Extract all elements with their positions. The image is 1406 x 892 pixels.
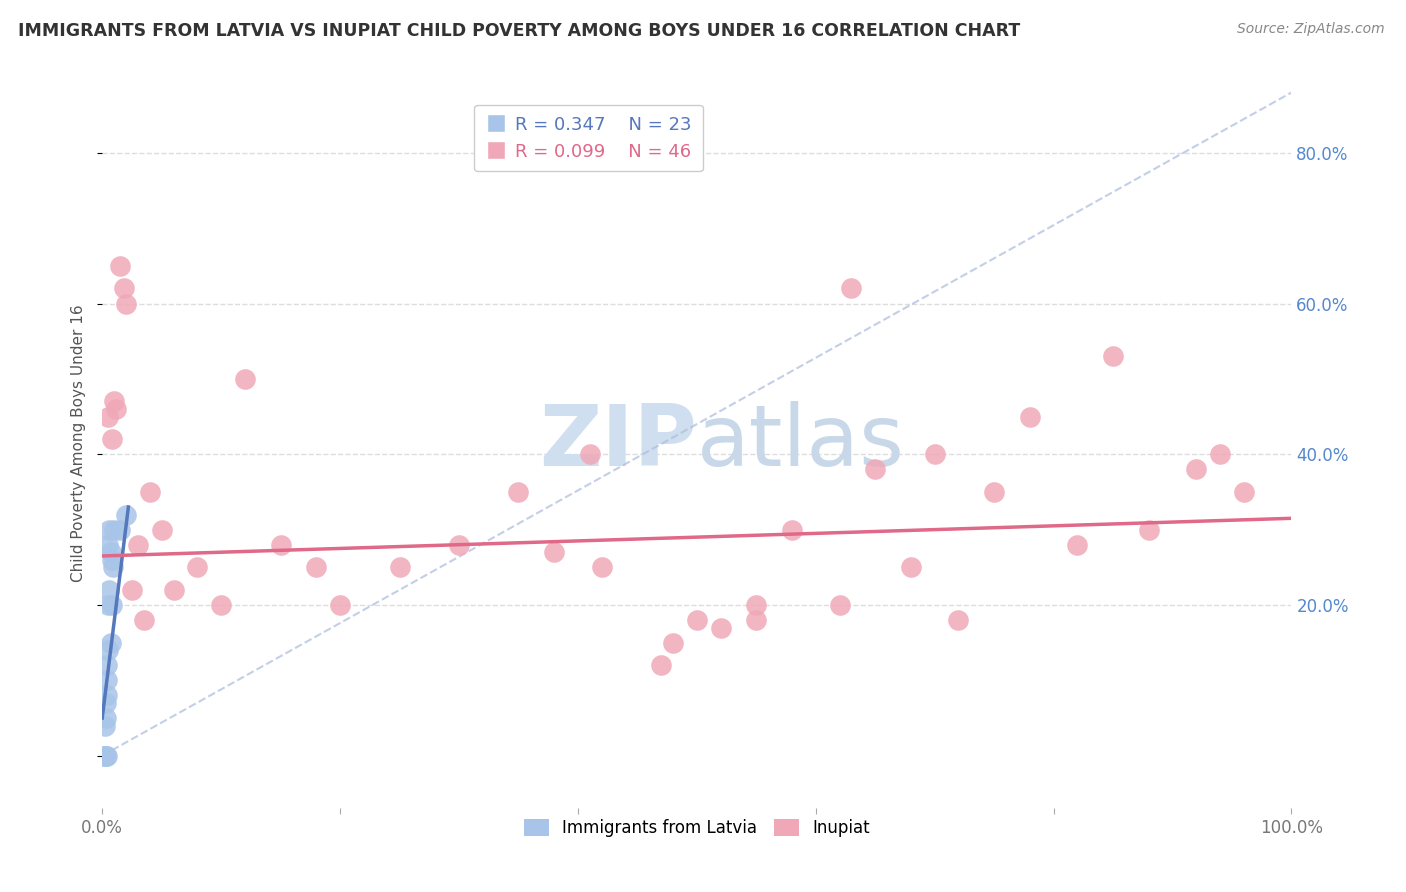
Point <box>1185 462 1208 476</box>
Point <box>100 553 122 567</box>
Point <box>780 523 803 537</box>
Point <box>388 560 411 574</box>
Point <box>100 432 122 446</box>
Point <box>93 748 115 763</box>
Point <box>112 281 135 295</box>
Point <box>93 748 115 763</box>
Point <box>650 658 672 673</box>
Point <box>108 523 131 537</box>
Point <box>543 545 565 559</box>
Point <box>828 598 851 612</box>
Point <box>108 259 131 273</box>
Point <box>305 560 328 574</box>
Point <box>94 711 117 725</box>
Text: Source: ZipAtlas.com: Source: ZipAtlas.com <box>1237 22 1385 37</box>
Point <box>662 635 685 649</box>
Point <box>591 560 613 574</box>
Point <box>127 538 149 552</box>
Point <box>115 296 138 310</box>
Point <box>121 582 143 597</box>
Point <box>1102 349 1125 363</box>
Point <box>96 673 118 688</box>
Point <box>100 598 122 612</box>
Point <box>139 484 162 499</box>
Text: IMMIGRANTS FROM LATVIA VS INUPIAT CHILD POVERTY AMONG BOYS UNDER 16 CORRELATION : IMMIGRANTS FROM LATVIA VS INUPIAT CHILD … <box>18 22 1021 40</box>
Point <box>96 658 118 673</box>
Point <box>132 613 155 627</box>
Point <box>97 409 120 424</box>
Point <box>270 538 292 552</box>
Point <box>103 394 125 409</box>
Point <box>105 402 128 417</box>
Point <box>924 447 946 461</box>
Point <box>96 748 118 763</box>
Point <box>841 281 863 295</box>
Point <box>100 545 122 559</box>
Point <box>186 560 208 574</box>
Point <box>578 447 600 461</box>
Point <box>98 523 121 537</box>
Point <box>233 372 256 386</box>
Text: ZIP: ZIP <box>538 401 697 484</box>
Point <box>100 635 122 649</box>
Y-axis label: Child Poverty Among Boys Under 16: Child Poverty Among Boys Under 16 <box>72 304 86 582</box>
Point <box>93 718 115 732</box>
Point <box>94 696 117 710</box>
Point <box>98 582 121 597</box>
Text: atlas: atlas <box>697 401 905 484</box>
Point <box>101 560 124 574</box>
Point <box>97 643 120 657</box>
Point <box>1066 538 1088 552</box>
Point <box>508 484 530 499</box>
Point <box>900 560 922 574</box>
Point <box>983 484 1005 499</box>
Legend: Immigrants from Latvia, Inupiat: Immigrants from Latvia, Inupiat <box>517 813 876 844</box>
Point <box>1018 409 1040 424</box>
Point <box>1209 447 1232 461</box>
Point <box>863 462 886 476</box>
Point <box>710 621 733 635</box>
Point <box>686 613 709 627</box>
Point <box>96 689 118 703</box>
Point <box>745 613 768 627</box>
Point <box>948 613 970 627</box>
Point <box>97 598 120 612</box>
Point <box>162 582 184 597</box>
Point <box>150 523 173 537</box>
Point <box>94 748 117 763</box>
Point <box>745 598 768 612</box>
Point <box>1137 523 1160 537</box>
Point <box>329 598 352 612</box>
Point <box>209 598 232 612</box>
Point <box>1233 484 1256 499</box>
Point <box>97 538 120 552</box>
Point <box>115 508 138 522</box>
Point <box>447 538 470 552</box>
Point <box>103 523 125 537</box>
